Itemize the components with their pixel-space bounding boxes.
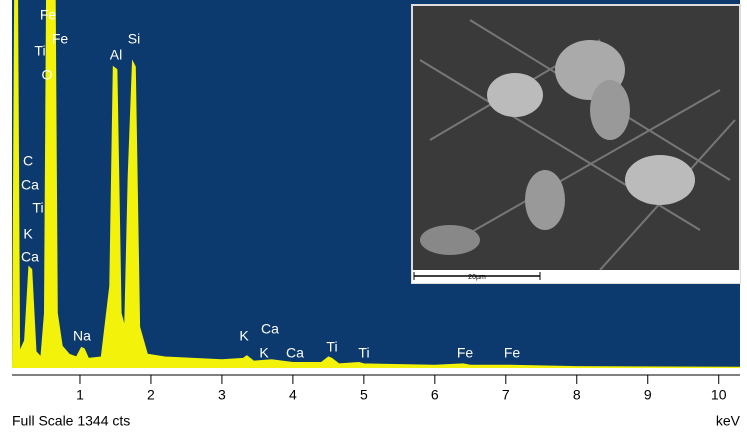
element-label: O [42,67,53,83]
x-tick-label: 4 [289,387,297,403]
element-label: Fe [457,345,474,361]
x-tick-label: 8 [573,387,581,403]
x-unit: keV [716,413,741,429]
element-label: Ca [261,321,279,337]
element-label: Fe [52,31,69,47]
element-label: Fe [40,7,57,23]
spectrum [12,0,740,368]
element-label: Si [128,31,140,47]
element-label: K [259,345,269,361]
x-tick-label: 3 [218,387,226,403]
element-label: Ti [358,345,369,361]
element-label: Ca [21,249,39,265]
x-tick-label: 5 [360,387,368,403]
element-label: K [23,226,33,242]
inset-scale-label: 20µm [468,274,486,281]
element-label: K [239,328,249,344]
element-label: Ti [32,200,43,216]
element-label: Ti [326,339,337,355]
element-label: Ca [286,345,304,361]
element-label: Fe [504,345,521,361]
element-label: Na [73,328,91,344]
element-label: Al [110,47,122,63]
x-tick-label: 1 [76,387,84,403]
element-label: C [23,153,33,169]
element-label: Ca [21,177,39,193]
full-scale-label: Full Scale 1344 cts [12,413,130,429]
sem-inset: 20µm [411,4,741,284]
element-label: Ti [34,43,45,59]
x-tick-label: 10 [711,387,727,403]
x-tick-label: 7 [502,387,510,403]
x-tick-label: 6 [431,387,439,403]
x-tick-label: 2 [147,387,155,403]
x-tick-label: 9 [644,387,652,403]
